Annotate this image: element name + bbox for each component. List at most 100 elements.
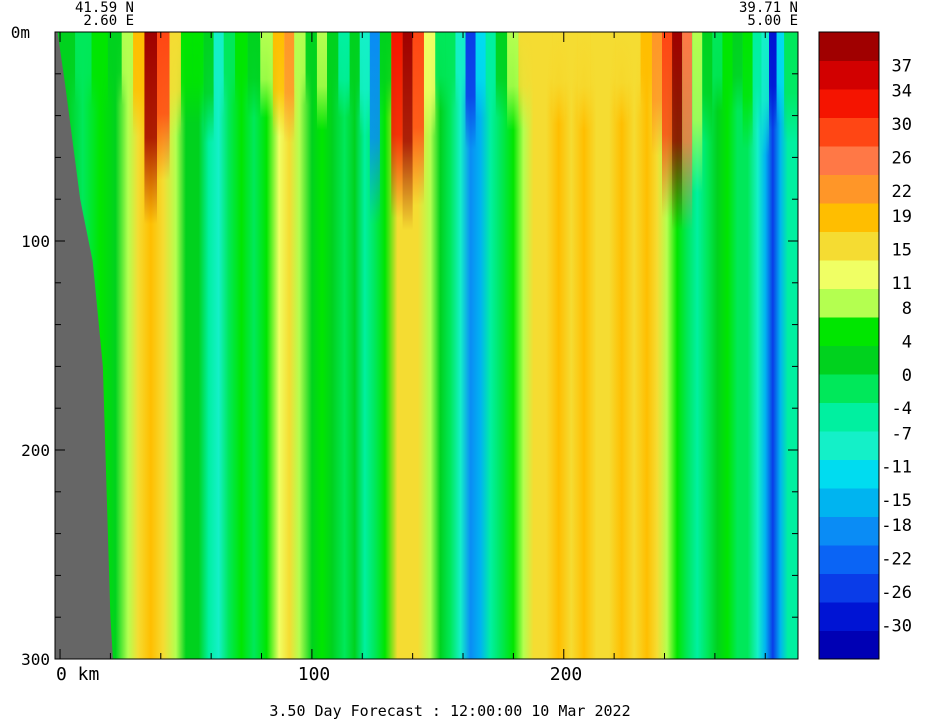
colorbar-frame: [818, 31, 880, 660]
shallow-cell: [445, 32, 456, 112]
start-lat-label: 41.59 N: [75, 0, 134, 16]
end-lat-label: 39.71 N: [739, 0, 798, 16]
colorbar-swatch: [819, 117, 879, 147]
colorbar-label: 34: [892, 82, 912, 102]
shallow-cell: [327, 32, 339, 106]
shallow-cell: [235, 32, 248, 106]
colorbar-label: -15: [881, 491, 912, 511]
colorbar-label: 11: [892, 274, 912, 294]
shallow-cell: [712, 32, 723, 112]
shallow-cell: [682, 32, 693, 231]
shallow-cell: [769, 32, 777, 131]
colorbar-swatch: [819, 402, 879, 432]
colorbar-swatch: [819, 60, 879, 90]
field-cells: [55, 32, 798, 231]
land-mask: [55, 32, 113, 659]
shallow-cell: [742, 32, 753, 150]
colorbar-swatch: [819, 231, 879, 261]
shallow-cell: [272, 32, 285, 137]
colorbar-swatch: [819, 545, 879, 574]
shallow-cell: [776, 32, 785, 124]
axis-ticks: [55, 31, 798, 660]
shallow-cell: [402, 32, 413, 231]
colorbar-swatch: [819, 345, 879, 375]
colorbar-swatch: [819, 317, 879, 346]
shallow-cell: [495, 32, 508, 118]
colorbar: [819, 32, 879, 660]
shallow-cell: [615, 32, 628, 124]
shallow-cell: [260, 32, 273, 118]
shallow-cell: [349, 32, 360, 118]
colorbar-labels: 37 34 30 26 22 19 15 11 8 4 0 -4 -7 -11 -15 -18 -22 -26 -3…: [881, 56, 912, 636]
shallow-cell: [590, 32, 603, 124]
shallow-cell: [485, 32, 496, 118]
shallow-cell: [732, 32, 743, 112]
shallow-cell: [627, 32, 641, 118]
shallow-cell: [672, 32, 683, 231]
shallow-cell: [565, 32, 578, 118]
shallow-cell: [507, 32, 519, 131]
shallow-cell: [359, 32, 370, 137]
y-tick-label-100: 100: [21, 232, 50, 251]
y-tick-label-300: 300: [21, 650, 50, 669]
colorbar-label: -11: [881, 458, 912, 478]
colorbar-swatch: [819, 488, 879, 517]
colorbar-label: 8: [902, 299, 912, 319]
shallow-cell: [412, 32, 424, 206]
colorbar-swatch: [819, 374, 879, 403]
colorbar-swatch: [819, 146, 879, 175]
shallow-cell: [305, 32, 317, 106]
shallow-cell: [552, 32, 566, 124]
shallow-cell: [91, 32, 108, 112]
colorbar-label: 26: [892, 148, 912, 168]
shallow-cell: [213, 32, 224, 118]
shallow-cell: [702, 32, 713, 143]
colorbar-swatch: [819, 630, 879, 660]
shallow-cell: [455, 32, 466, 106]
shallow-cell: [223, 32, 236, 106]
shallow-cell: [338, 32, 350, 118]
colorbar-label: -7: [892, 424, 912, 444]
colorbar-label: 0: [902, 366, 912, 386]
colorbar-label: -30: [881, 617, 912, 637]
colorbar-label: -18: [881, 516, 912, 536]
colorbar-label: -26: [881, 583, 912, 603]
shallow-cell: [369, 32, 380, 225]
shallow-cell: [465, 32, 476, 150]
x-tick-label-100: 100: [298, 664, 331, 685]
shallow-cell: [752, 32, 762, 131]
shallow-cell: [379, 32, 392, 118]
shallow-cell: [144, 32, 158, 225]
shallow-cell: [692, 32, 703, 193]
forecast-footer: 3.50 Day Forecast : 12:00:00 10 Mar 2022: [269, 702, 630, 720]
y-tick-label-200: 200: [21, 441, 50, 460]
shallow-cell: [107, 32, 122, 106]
shallow-cell: [284, 32, 295, 143]
shallow-cell: [121, 32, 134, 106]
colorbar-swatch: [819, 203, 879, 232]
shallow-cell: [602, 32, 616, 112]
plot-frame: [54, 31, 799, 660]
shallow-cell: [294, 32, 306, 106]
colorbar-swatch: [819, 260, 879, 289]
shallow-cell: [192, 32, 204, 124]
colorbar-swatch: [819, 459, 879, 489]
colorbar-swatch: [819, 32, 879, 61]
colorbar-swatch: [819, 174, 879, 204]
shallow-cell: [475, 32, 486, 118]
y-tick-label-0: 0m: [11, 23, 30, 42]
shallow-cell: [577, 32, 591, 131]
colorbar-label: 30: [892, 115, 912, 135]
colorbar-label: -4: [892, 399, 912, 419]
shallow-cell: [661, 32, 673, 219]
colorbar-label: 22: [892, 182, 912, 202]
shallow-cell: [316, 32, 328, 131]
shallow-cell: [640, 32, 652, 106]
colorbar-swatch: [819, 602, 879, 631]
shallow-cell: [651, 32, 662, 156]
shallow-cell: [518, 32, 529, 131]
colorbar-label: 37: [892, 56, 912, 76]
colorbar-label: 15: [892, 240, 912, 260]
